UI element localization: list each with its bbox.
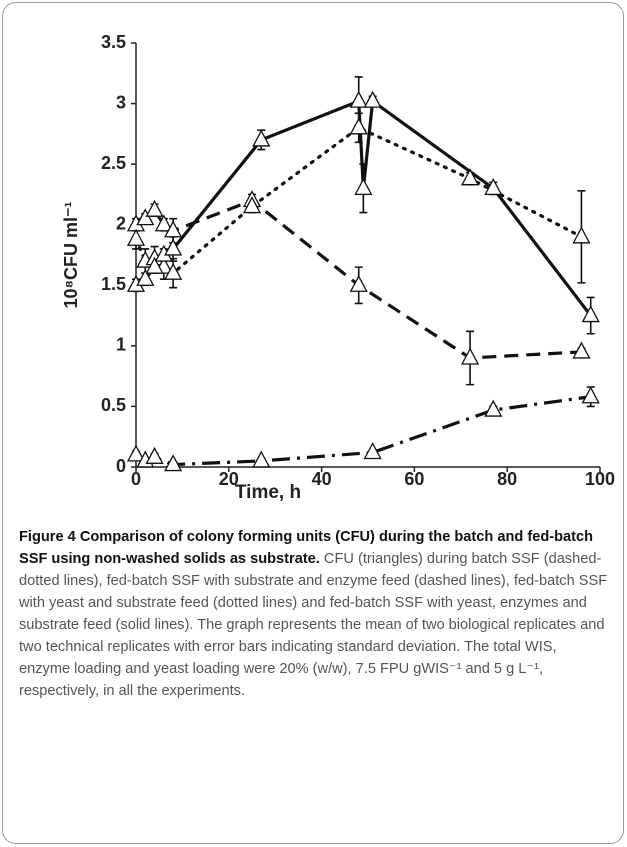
triangle-marker xyxy=(242,196,262,214)
triangle-marker xyxy=(349,274,368,292)
caption: Figure 4 Comparison of colony forming un… xyxy=(19,526,611,702)
y-tick-label: 2.5 xyxy=(101,153,126,173)
triangle-marker xyxy=(349,117,368,135)
triangle-marker xyxy=(145,199,164,217)
y-tick-label: 0 xyxy=(116,456,126,476)
triangle-marker xyxy=(164,262,183,280)
triangle-marker xyxy=(363,442,382,460)
triangle-marker xyxy=(145,256,164,274)
x-tick-label: 20 xyxy=(219,469,239,489)
triangle-marker xyxy=(363,90,382,108)
caption-title: Figure 4 Comparison of colony forming un… xyxy=(19,529,594,567)
triangle-marker xyxy=(354,177,373,196)
y-tick-label: 0.5 xyxy=(101,395,126,415)
x-tick-label: 0 xyxy=(131,469,141,489)
caption-body: CFU (triangles) during batch SSF (dashed… xyxy=(19,551,608,699)
triangle-marker xyxy=(572,226,591,244)
triangle-marker xyxy=(136,268,155,286)
y-tick-label: 3.5 xyxy=(101,32,126,52)
triangle-marker xyxy=(252,129,271,147)
triangle-marker xyxy=(164,454,183,472)
triangle-marker xyxy=(460,347,480,365)
x-tick-label: 40 xyxy=(312,469,332,489)
y-tick-label: 2 xyxy=(116,213,126,233)
triangle-marker xyxy=(145,446,164,464)
triangle-marker xyxy=(154,214,173,232)
triangle-marker xyxy=(572,341,591,359)
x-tick-label: 60 xyxy=(404,469,424,489)
triangle-marker xyxy=(484,399,503,417)
triangle-marker xyxy=(349,90,368,108)
y-tick-label: 3 xyxy=(116,92,126,112)
y-axis-label: 10⁸CFU ml⁻¹ xyxy=(61,201,81,308)
chart: Time, h 10⁸CFU ml⁻¹ 0 0.5 1 1.5 2 2.5 3 3.5 0 20 4… xyxy=(61,32,615,503)
triangle-marker xyxy=(164,220,183,238)
triangle-marker xyxy=(581,305,600,323)
triangle-marker xyxy=(252,450,271,468)
x-tick-label: 80 xyxy=(497,469,517,489)
triangle-marker xyxy=(126,444,146,462)
triangle-marker xyxy=(164,238,183,256)
y-tick-label: 1 xyxy=(116,335,126,355)
triangle-marker xyxy=(126,228,146,246)
x-tick-label: 100 xyxy=(585,469,615,489)
triangle-marker xyxy=(581,386,600,404)
series-line xyxy=(135,395,591,467)
triangle-marker xyxy=(460,168,480,186)
triangle-marker xyxy=(136,208,155,226)
y-tick-label: 1.5 xyxy=(101,274,126,294)
x-axis-label: Time, h xyxy=(235,482,301,503)
series-line xyxy=(134,125,584,276)
triangle-marker xyxy=(484,177,503,196)
